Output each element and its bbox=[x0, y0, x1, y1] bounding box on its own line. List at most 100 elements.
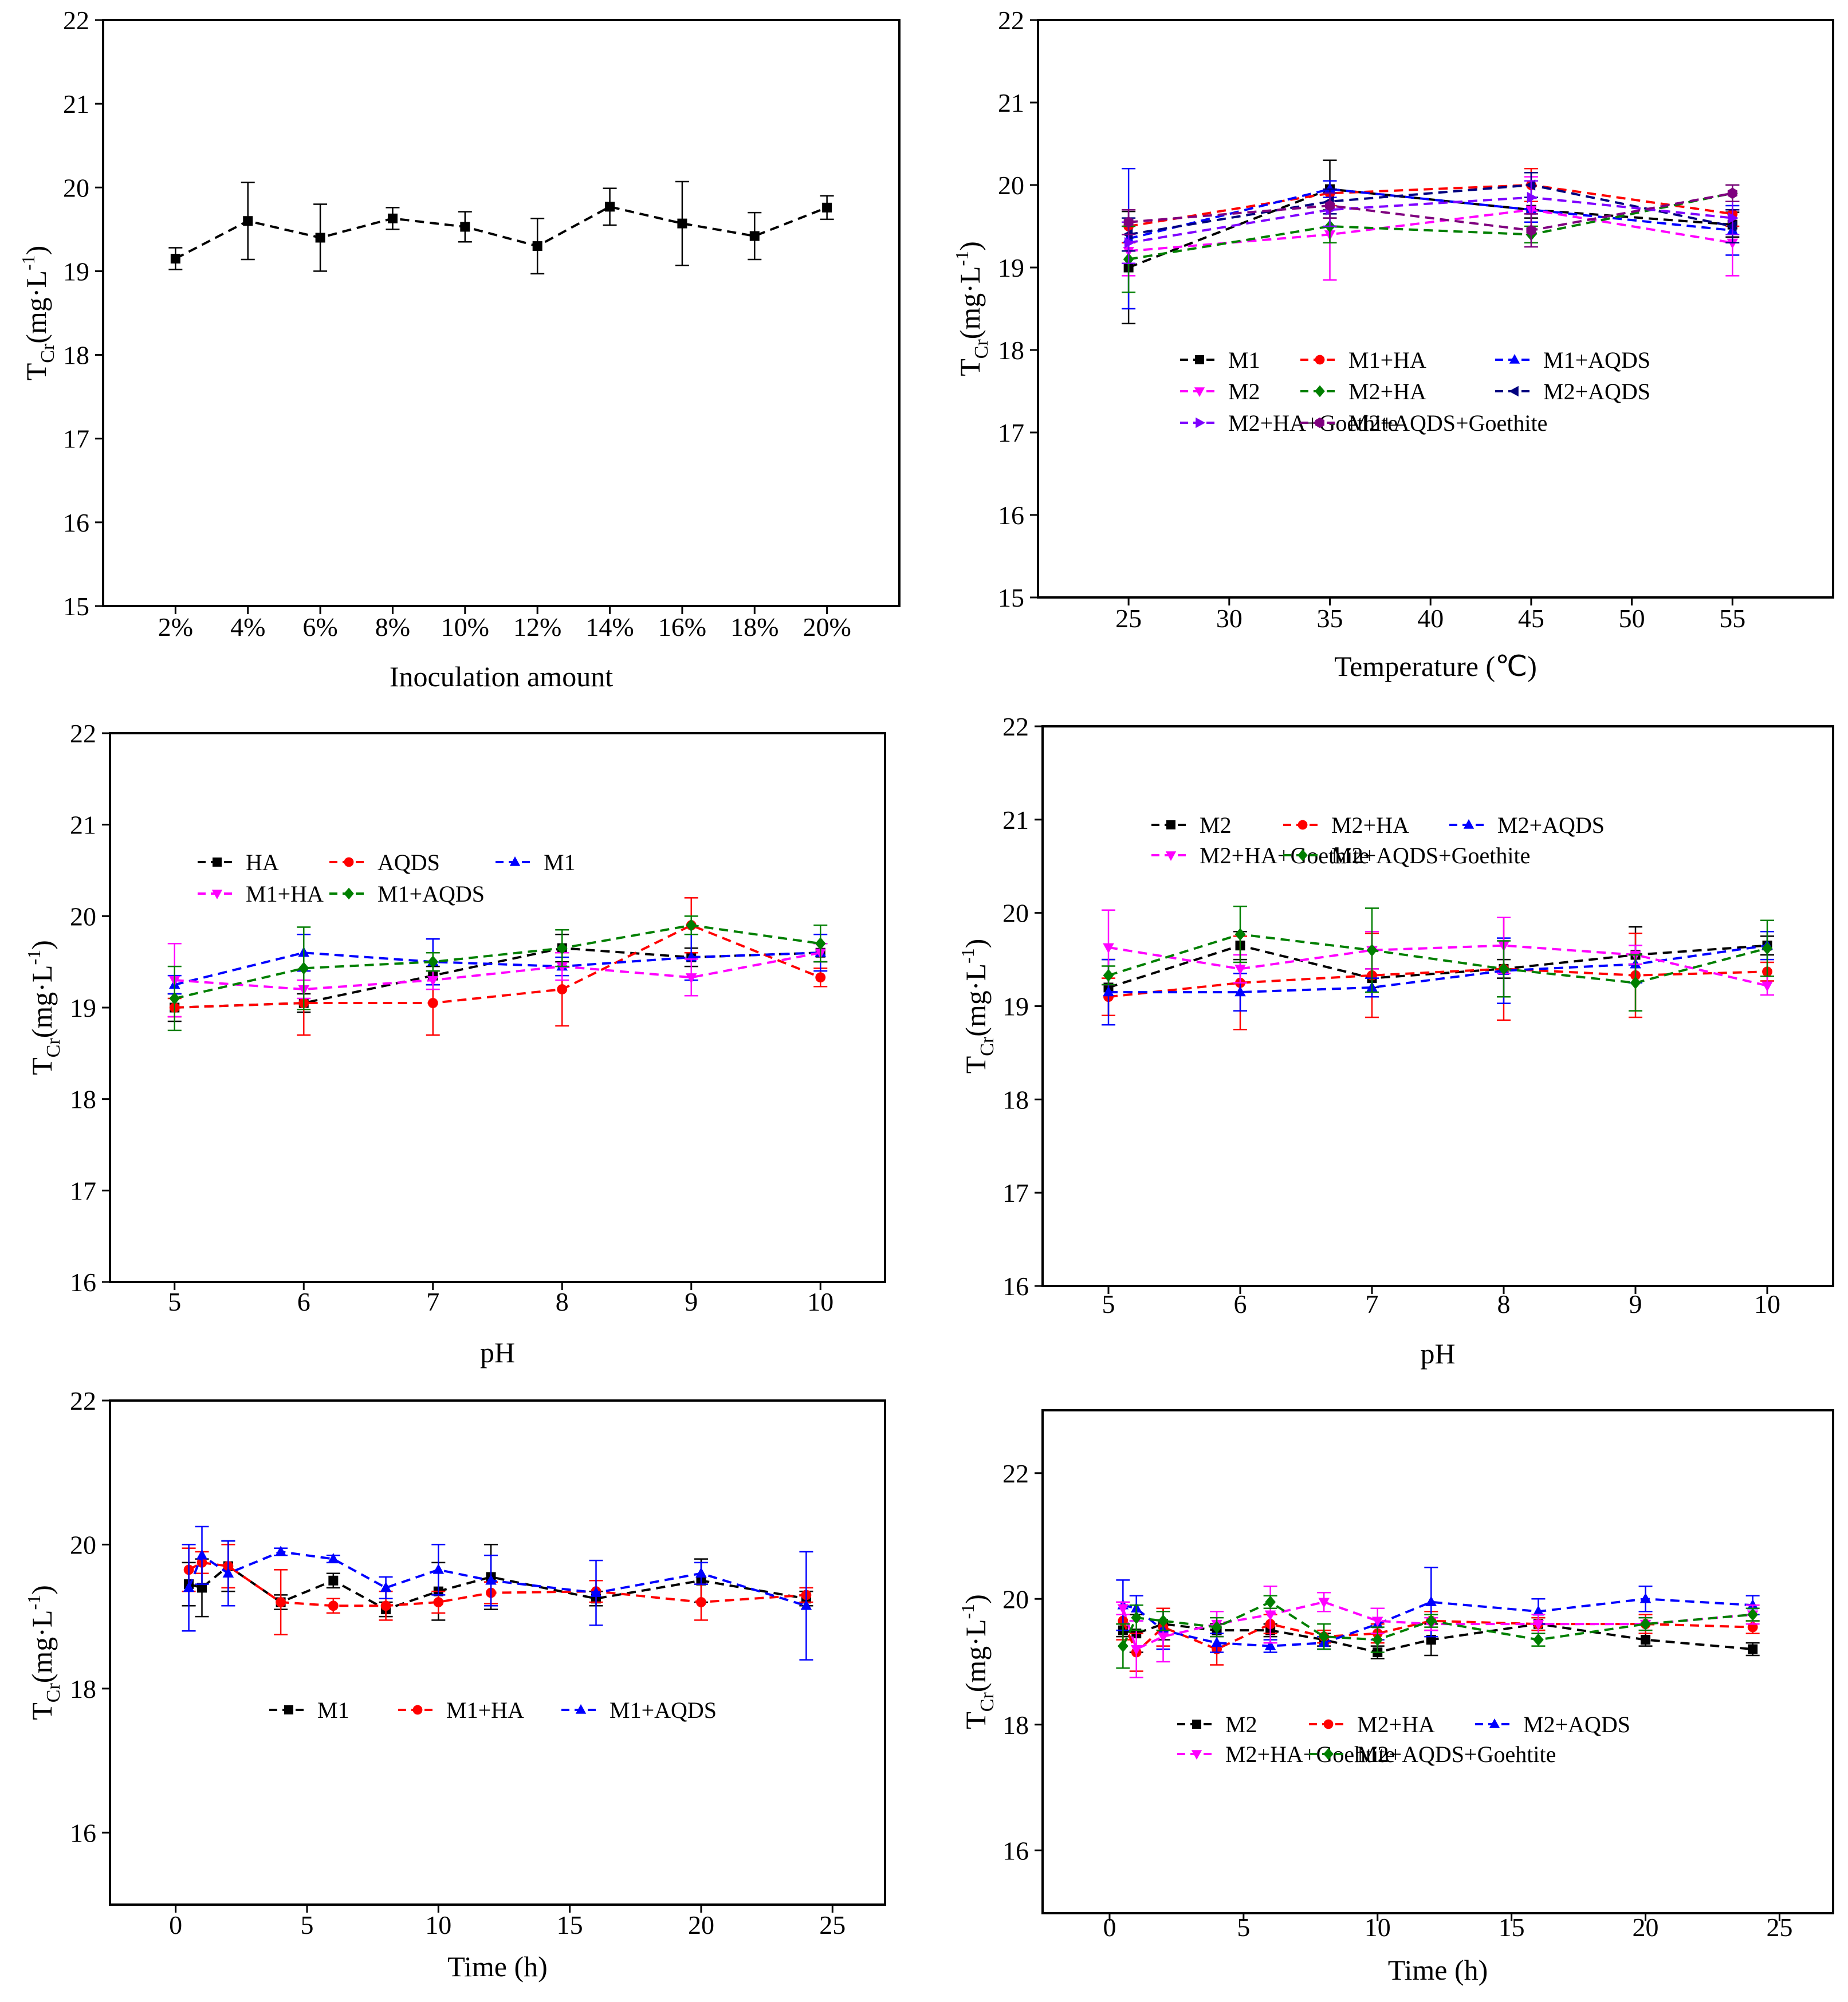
series-m1-aqds bbox=[182, 1525, 813, 1661]
marker-triangle-left bbox=[1525, 179, 1536, 191]
y-tick-label: 17 bbox=[70, 1176, 96, 1205]
x-tick-label: 15 bbox=[1499, 1913, 1525, 1942]
y-label-exp: -1 bbox=[957, 948, 978, 963]
y-tick-label: 22 bbox=[1002, 1459, 1029, 1488]
series-line bbox=[175, 205, 828, 260]
marker-triangle-up bbox=[1747, 1599, 1759, 1610]
x-tick-label: 40 bbox=[1417, 604, 1444, 633]
legend-entry: AQDS bbox=[329, 849, 440, 875]
marker-diamond bbox=[1533, 1633, 1544, 1646]
x-tick-label: 25 bbox=[819, 1910, 846, 1940]
x-tick-label: 10% bbox=[441, 612, 489, 642]
x-tick-label: 25 bbox=[1766, 1913, 1792, 1942]
y-tick-label: 22 bbox=[998, 6, 1024, 35]
y-label-exp: -1 bbox=[18, 255, 38, 270]
x-tick-label: 18% bbox=[730, 612, 778, 642]
marker-square bbox=[460, 222, 470, 232]
y-tick-label: 21 bbox=[998, 88, 1024, 117]
marker-diamond bbox=[1372, 1633, 1383, 1646]
marker-triangle-up bbox=[1211, 1637, 1222, 1647]
legend-label: M1 bbox=[1228, 347, 1260, 373]
plot-frame bbox=[109, 732, 886, 1283]
legend-label: M2+HA bbox=[1357, 1712, 1435, 1737]
series-m1-ha bbox=[182, 1544, 813, 1635]
marker-diamond bbox=[1234, 928, 1246, 941]
marker-diamond bbox=[1297, 849, 1308, 862]
legend-label: AQDS bbox=[378, 849, 440, 875]
marker-triangle-up bbox=[1264, 1639, 1276, 1650]
marker-triangle-down bbox=[427, 976, 439, 986]
y-tick-label: 22 bbox=[70, 1386, 96, 1415]
marker-diamond bbox=[815, 937, 826, 950]
marker-circle bbox=[815, 972, 826, 983]
x-tick-label: 5 bbox=[1237, 1913, 1250, 1942]
series-line bbox=[1128, 188, 1733, 269]
legend-label: M1+AQDS bbox=[1543, 347, 1650, 373]
legend-entry: M2+HA bbox=[1283, 812, 1409, 838]
x-tick-label: 10 bbox=[1754, 1289, 1780, 1319]
marker-circle bbox=[276, 1597, 286, 1607]
legend-label: M1 bbox=[544, 849, 576, 875]
y-tick-label: 18 bbox=[1002, 1710, 1029, 1740]
x-tick-label: 0 bbox=[1103, 1913, 1116, 1942]
plot-frame bbox=[1041, 725, 1834, 1287]
x-tick-label: 8% bbox=[375, 612, 410, 642]
y-tick-label: 16 bbox=[998, 501, 1024, 530]
x-tick-label: 20 bbox=[688, 1910, 714, 1940]
legend-entry: M2+AQDS+Goethite bbox=[1283, 843, 1530, 868]
marker-diamond bbox=[556, 942, 568, 955]
legend-label: M2+HA+Goethite bbox=[1228, 410, 1398, 436]
marker-square bbox=[170, 254, 180, 264]
marker-triangle-up bbox=[590, 1587, 602, 1597]
marker-diamond bbox=[1366, 943, 1378, 957]
legend-label: M2 bbox=[1228, 379, 1260, 404]
legend-entry: M1+AQDS bbox=[561, 1697, 717, 1723]
marker-square bbox=[213, 858, 222, 867]
legend-label: M1+AQDS bbox=[378, 881, 485, 907]
legend-label: M1+HA bbox=[246, 881, 324, 907]
marker-diamond bbox=[1640, 1618, 1651, 1631]
marker-diamond bbox=[1117, 1639, 1129, 1653]
y-label-sub: Cr bbox=[977, 1036, 998, 1056]
marker-square bbox=[1166, 820, 1175, 829]
x-tick-label: 9 bbox=[685, 1287, 698, 1316]
y-label-main: T bbox=[960, 1056, 992, 1074]
marker-triangle-down bbox=[1191, 1750, 1202, 1760]
series-aqds bbox=[167, 897, 828, 1036]
marker-diamond bbox=[1498, 962, 1509, 976]
legend-entry: M2+HA bbox=[1300, 379, 1426, 404]
legend-label: M1+HA bbox=[1348, 347, 1426, 373]
marker-triangle-down bbox=[1371, 1616, 1383, 1627]
marker-triangle-up bbox=[1532, 1605, 1544, 1616]
marker-diamond bbox=[169, 992, 180, 1005]
x-tick-label: 5 bbox=[168, 1287, 181, 1316]
x-tick-label: 6 bbox=[1234, 1289, 1247, 1319]
marker-square bbox=[605, 202, 615, 212]
marker-square bbox=[1195, 355, 1204, 364]
chart-ph-right: 16 17 18 19 20 21 22 5 6 7 8 9 10 pH TCr(mg·L-1) M2 M2+H… bbox=[957, 712, 1834, 1370]
marker-square bbox=[1641, 1635, 1651, 1645]
x-axis-label: Time (h) bbox=[447, 1950, 548, 1983]
marker-circle bbox=[1323, 1719, 1334, 1729]
marker-diamond bbox=[1425, 1614, 1437, 1627]
marker-triangle-up bbox=[1234, 986, 1246, 997]
marker-circle bbox=[427, 998, 438, 1008]
marker-triangle-down bbox=[1762, 981, 1773, 992]
marker-square bbox=[197, 1583, 207, 1593]
marker-hexagon bbox=[1526, 225, 1536, 236]
marker-diamond bbox=[1131, 1611, 1142, 1625]
marker-triangle-down bbox=[1264, 1610, 1276, 1621]
marker-square bbox=[284, 1705, 293, 1714]
series-m2-aqds-goethite bbox=[1102, 906, 1774, 1012]
y-tick-label: 18 bbox=[1002, 1085, 1029, 1114]
legend-entry: M2 bbox=[1177, 1712, 1257, 1737]
marker-triangle-down bbox=[685, 973, 697, 984]
marker-triangle-up bbox=[1509, 354, 1520, 364]
legend-label: M2+AQDS bbox=[1523, 1712, 1630, 1737]
legend-entry: M1+AQDS bbox=[1495, 347, 1650, 373]
legend-label: M1+HA bbox=[446, 1697, 524, 1723]
y-tick-label: 19 bbox=[998, 253, 1024, 282]
y-tick-label: 18 bbox=[70, 1674, 96, 1704]
y-label-close: ) bbox=[960, 1594, 992, 1604]
y-label-close: ) bbox=[26, 940, 58, 950]
